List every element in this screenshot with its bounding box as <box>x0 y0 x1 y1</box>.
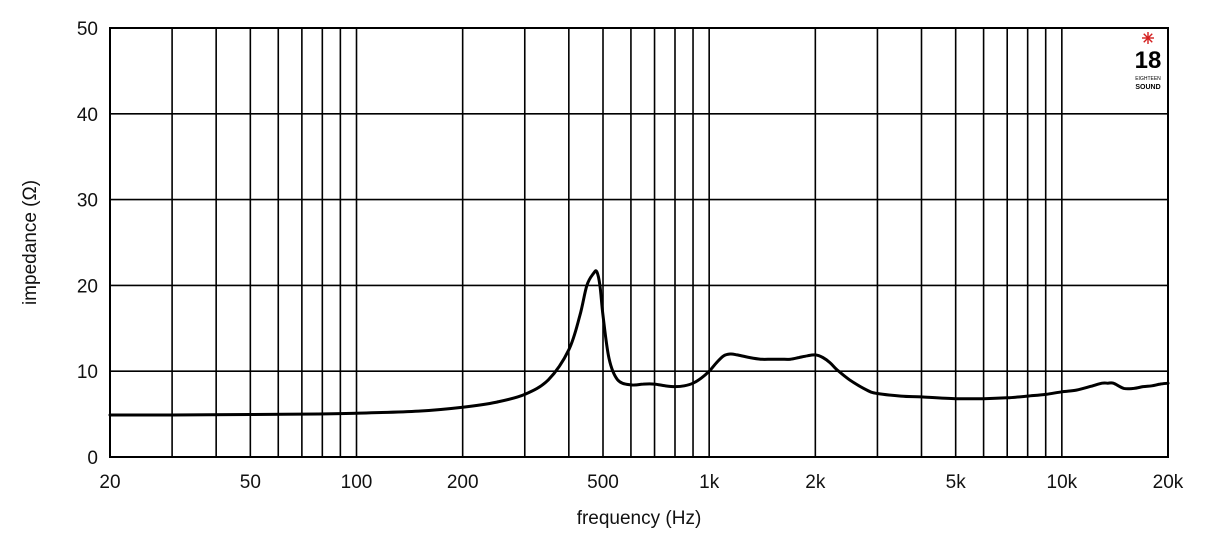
logo-number: 18 <box>1135 47 1162 74</box>
y-tick-label: 50 <box>77 19 98 40</box>
star-icon <box>1142 32 1154 44</box>
x-tick-label: 50 <box>240 472 261 493</box>
x-tick-label: 10k <box>1047 472 1078 493</box>
logo-line1: EIGHTEEN <box>1135 76 1161 82</box>
logo-line2: SOUND <box>1135 84 1160 91</box>
y-gridlines <box>110 27 1168 458</box>
y-tick-labels: 0 10 20 30 40 50 <box>77 19 98 469</box>
y-tick-label: 0 <box>87 448 98 469</box>
y-tick-label: 40 <box>77 105 98 126</box>
x-tick-label: 1k <box>699 472 720 493</box>
x-tick-labels: 20 50 100 200 500 1k 2k 5k 10k 20k <box>99 472 1183 493</box>
x-tick-label: 500 <box>587 472 619 493</box>
y-tick-label: 30 <box>77 191 98 212</box>
x-gridlines <box>109 28 1169 457</box>
x-tick-label: 200 <box>447 472 479 493</box>
x-tick-label: 2k <box>805 472 826 493</box>
star-ray <box>1143 33 1153 43</box>
impedance-curve <box>108 269 1170 417</box>
x-tick-label: 100 <box>341 472 373 493</box>
y-tick-label: 20 <box>77 276 98 297</box>
y-axis-title: impedance (Ω) <box>20 180 41 305</box>
eighteen-sound-logo: 18 EIGHTEEN SOUND <box>1135 32 1162 91</box>
plot-frame <box>109 27 1169 458</box>
x-tick-label: 5k <box>946 472 967 493</box>
x-tick-label: 20k <box>1153 472 1184 493</box>
x-axis-title: frequency (Hz) <box>577 508 702 529</box>
y-tick-label: 10 <box>77 362 98 383</box>
x-tick-label: 20 <box>99 472 120 493</box>
